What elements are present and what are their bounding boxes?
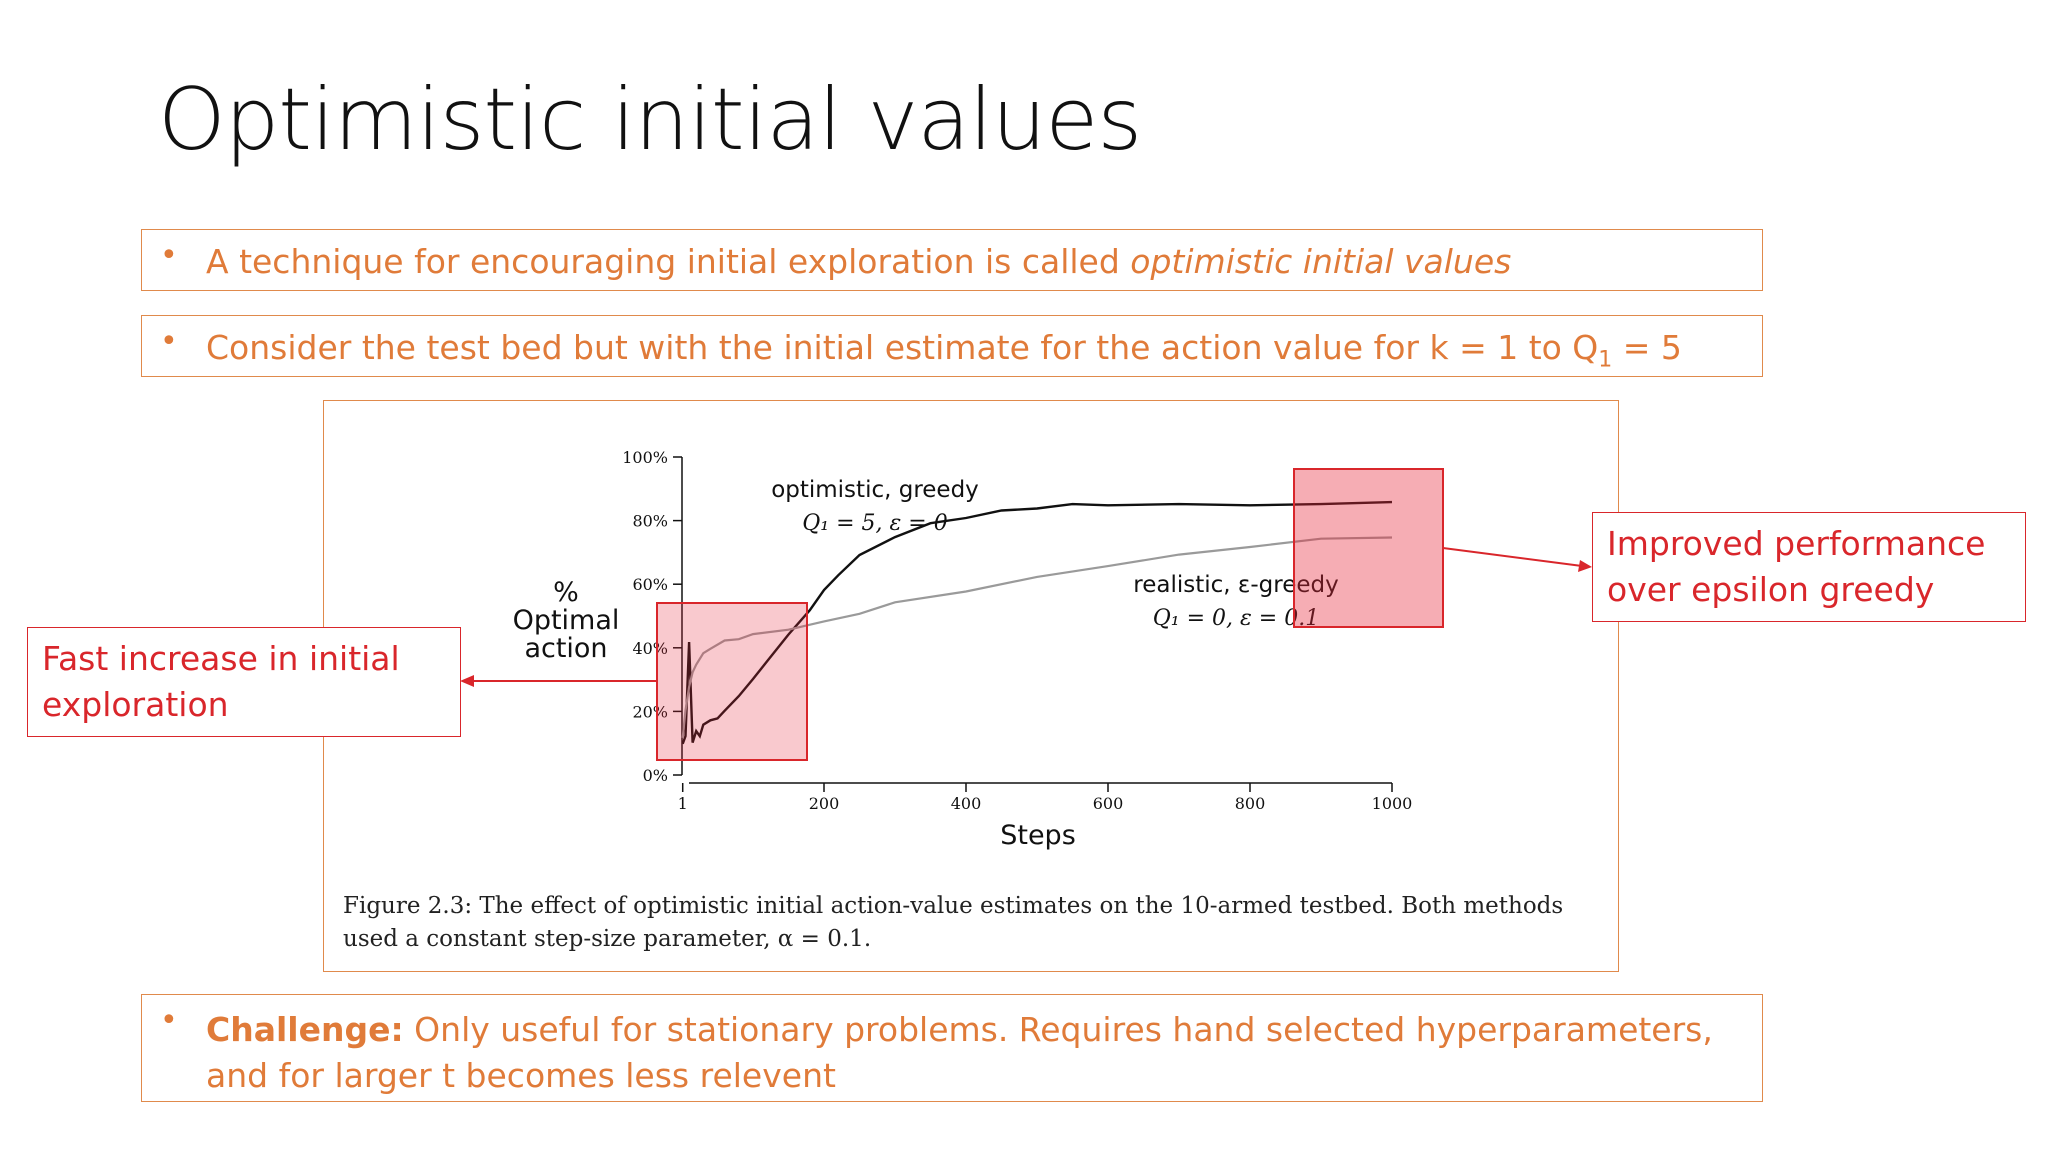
bullet-text-tail: = 5: [1612, 328, 1682, 367]
figure-caption: Figure 2.3: The effect of optimistic ini…: [343, 893, 1564, 952]
bullet-text-plain: A technique for encouraging initial expl…: [206, 242, 1131, 281]
bullet-box-testbed: • Consider the test bed but with the ini…: [141, 315, 1763, 377]
slide-title: Optimistic initial values: [158, 70, 1142, 170]
bullet-text: Challenge: Only useful for stationary pr…: [206, 1007, 1742, 1099]
bullet-box-challenge: • Challenge: Only useful for stationary …: [141, 994, 1763, 1102]
figure-frame: [323, 400, 1619, 972]
callout-improved-performance: Improved performance over epsilon greedy: [1592, 512, 2026, 622]
bullet-text: A technique for encouraging initial expl…: [206, 242, 1742, 281]
bullet-text-plain: Consider the test bed but with the initi…: [206, 328, 1599, 367]
bullet-text: Consider the test bed but with the initi…: [206, 328, 1742, 373]
bullet-dot: •: [160, 1003, 178, 1038]
bullet-subscript: 1: [1598, 347, 1613, 373]
bullet-dot: •: [160, 324, 178, 359]
callout-fast-increase: Fast increase in initial exploration: [27, 627, 461, 737]
bullet-text-plain: Only useful for stationary problems. Req…: [206, 1010, 1713, 1095]
bullet-text-bold: Challenge:: [206, 1010, 404, 1049]
bullet-box-technique: • A technique for encouraging initial ex…: [141, 229, 1763, 291]
bullet-dot: •: [160, 238, 178, 273]
bullet-text-emphasis: optimistic initial values: [1130, 242, 1512, 281]
